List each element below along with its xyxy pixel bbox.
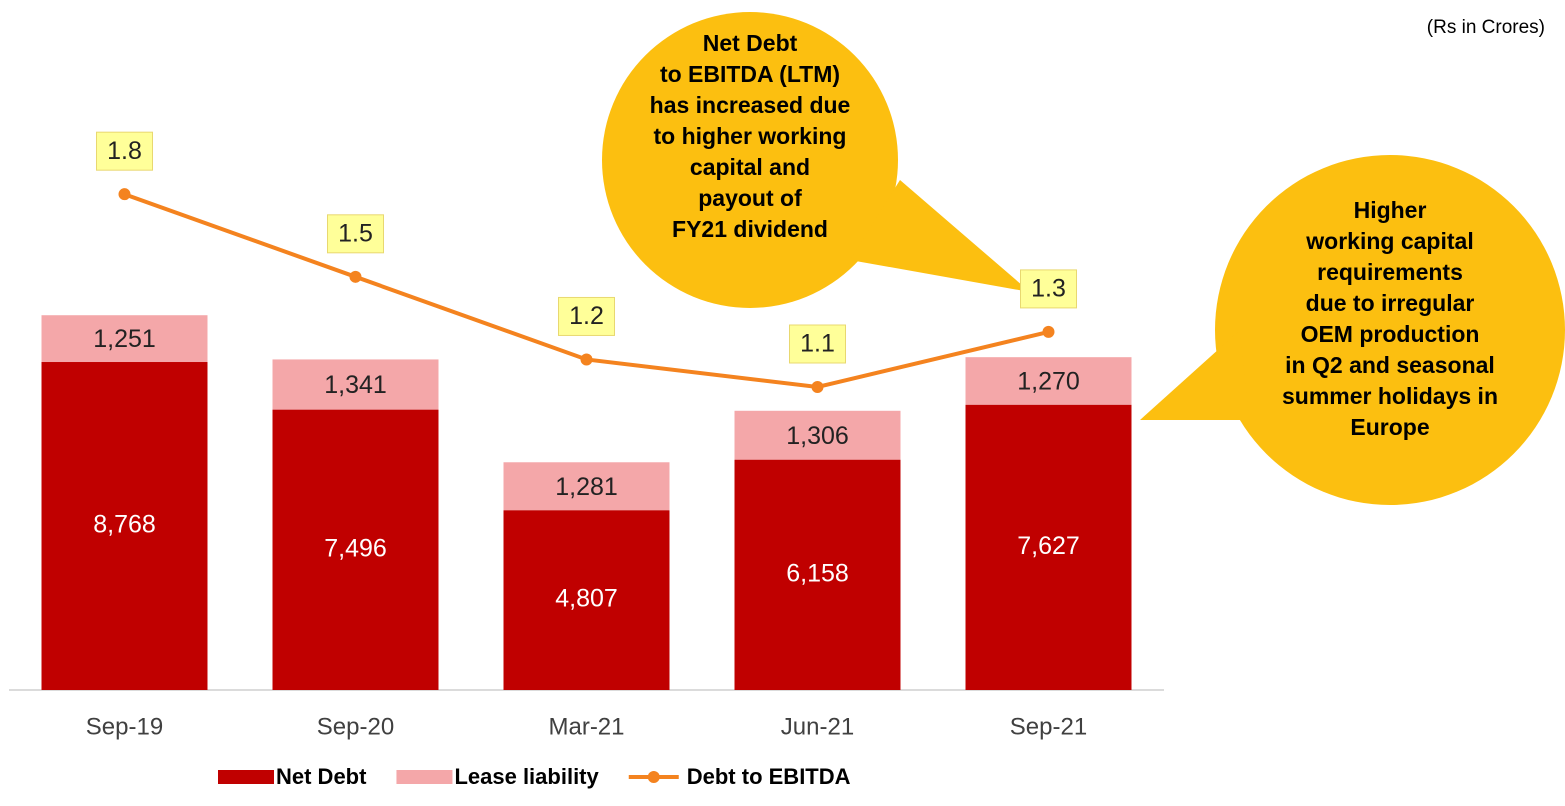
data-label: 1,251 — [93, 325, 156, 353]
legend-label: Net Debt — [276, 764, 367, 789]
callout-text: OEM production — [1301, 321, 1480, 347]
data-label: 1.1 — [800, 330, 835, 358]
callout-text: FY21 dividend — [672, 216, 828, 242]
callout-text: in Q2 and seasonal — [1285, 352, 1495, 378]
callout-text: working capital — [1305, 228, 1473, 254]
callout-text: capital and — [690, 154, 810, 180]
callout-text: to EBITDA (LTM) — [660, 61, 840, 87]
bar-segment — [272, 409, 439, 690]
data-label: 4,807 — [555, 585, 618, 613]
data-label: 1.3 — [1031, 275, 1066, 303]
data-label: 1,341 — [324, 371, 387, 399]
callout-text: Net Debt — [703, 30, 798, 56]
subtitle: (Rs in Crores) — [1427, 17, 1545, 38]
x-tick-label: Mar-21 — [548, 713, 624, 740]
line-marker — [580, 353, 593, 366]
bar-segment — [272, 359, 439, 410]
data-label: 1,270 — [1017, 368, 1080, 396]
data-label: 1,281 — [555, 473, 618, 501]
bar-segment — [503, 510, 670, 690]
data-label: 1.2 — [569, 302, 604, 330]
line-marker — [811, 381, 824, 393]
data-label: 6,158 — [786, 559, 849, 587]
callout-text: requirements — [1317, 259, 1463, 285]
bar-segment — [41, 315, 208, 363]
data-label: 1.8 — [107, 137, 142, 165]
callout-text: to higher working — [654, 123, 847, 149]
callout-text: Higher — [1354, 197, 1427, 223]
callout-pointer — [1140, 330, 1250, 420]
callout-pointer — [850, 180, 1030, 292]
bar-segment — [965, 357, 1132, 405]
x-tick-label: Sep-21 — [1010, 713, 1087, 740]
callout-bubble — [1215, 155, 1565, 505]
callout-bubble — [602, 12, 898, 308]
label-box — [327, 214, 384, 254]
data-label: 1.5 — [338, 219, 373, 247]
bar-segment — [734, 410, 901, 460]
legend-swatch — [647, 771, 660, 783]
callout-text: has increased due — [650, 92, 851, 118]
callout-text: summer holidays in — [1282, 383, 1498, 409]
x-tick-label: Sep-19 — [86, 713, 163, 740]
line-marker — [118, 188, 131, 201]
legend-label: Debt to EBITDA — [687, 764, 851, 789]
callout-text: Europe — [1350, 414, 1429, 440]
bar-segment — [503, 462, 670, 511]
bar-segment — [41, 362, 208, 690]
label-box — [1020, 269, 1077, 309]
data-label: 7,496 — [324, 534, 387, 562]
callout-2 — [1140, 155, 1565, 505]
label-box — [96, 131, 153, 171]
legend-label: Lease liability — [454, 764, 599, 789]
legend-swatch — [396, 770, 453, 784]
callout-text: payout of — [698, 185, 802, 211]
x-tick-label: Sep-20 — [317, 713, 394, 740]
bar-segment — [734, 459, 901, 690]
line-marker — [349, 270, 362, 283]
x-tick-label: Jun-21 — [781, 713, 854, 740]
data-label: 1,306 — [786, 422, 849, 450]
label-box — [789, 324, 846, 364]
callout-text: due to irregular — [1306, 290, 1475, 316]
legend-swatch — [218, 770, 274, 784]
bar-segment — [965, 404, 1132, 690]
line-marker — [1042, 325, 1055, 338]
data-label: 8,768 — [93, 511, 156, 539]
data-label: 7,627 — [1017, 532, 1080, 560]
callout-1 — [602, 12, 1030, 308]
label-box — [558, 296, 615, 336]
